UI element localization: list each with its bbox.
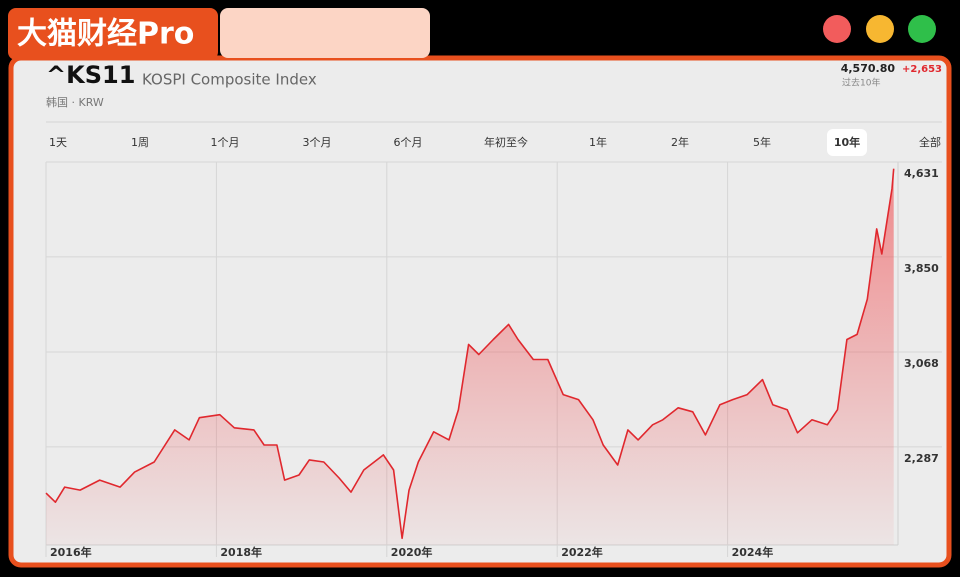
range-tab[interactable]: 1个月: [211, 136, 240, 149]
range-tab[interactable]: 1天: [49, 136, 67, 149]
symbol: ^KS11: [46, 61, 135, 89]
range-tab[interactable]: 1周: [131, 136, 149, 149]
y-tick-label: 3,068: [904, 357, 939, 370]
badge: [8, 8, 218, 60]
range-tab[interactable]: 全部: [919, 135, 941, 149]
tab-selected-bg[interactable]: [827, 129, 867, 156]
range-tab[interactable]: 6个月: [394, 136, 423, 149]
y-tick-label: 2,287: [904, 452, 939, 465]
y-tick-label: 4,631: [904, 167, 939, 180]
change: +2,653: [902, 64, 942, 75]
market: 韩国 · KRW: [46, 95, 104, 109]
window-close[interactable]: [823, 15, 851, 43]
x-tick-label: 2022年: [561, 545, 603, 559]
range-tab[interactable]: 3个月: [303, 136, 332, 149]
x-tick-label: 2020年: [391, 545, 433, 559]
area-fill: [46, 168, 894, 545]
chart: 2,287 3,068 3,850 4,631 2016年 2018年 2020年 2022年…: [45, 161, 942, 559]
price-line: [45, 168, 895, 540]
range-tab[interactable]: 5年: [753, 135, 771, 149]
range-tabs: 1天 1周 1个月 3个月 6个月 年初至今 1年 2年 5年 10年 全部: [49, 129, 941, 156]
range-tab[interactable]: 1年: [589, 135, 607, 149]
badge-text: 大猫财经Pro: [17, 17, 194, 52]
range-tab[interactable]: 年初至今: [484, 135, 528, 149]
index-name: KOSPI Composite Index: [142, 71, 317, 89]
y-tick-label: 3,850: [904, 262, 939, 275]
x-tick-label: 2018年: [220, 545, 262, 559]
x-tick-label: 2016年: [50, 545, 92, 559]
window-minimize[interactable]: [866, 15, 894, 43]
range-tab[interactable]: 10年: [834, 135, 860, 149]
period: 过去10年: [842, 77, 880, 89]
tab-shape: [220, 8, 430, 58]
x-tick-label: 2024年: [732, 545, 774, 559]
window-maximize[interactable]: [908, 15, 936, 43]
price: 4,570.80: [841, 62, 896, 75]
range-tab[interactable]: 2年: [671, 135, 689, 149]
